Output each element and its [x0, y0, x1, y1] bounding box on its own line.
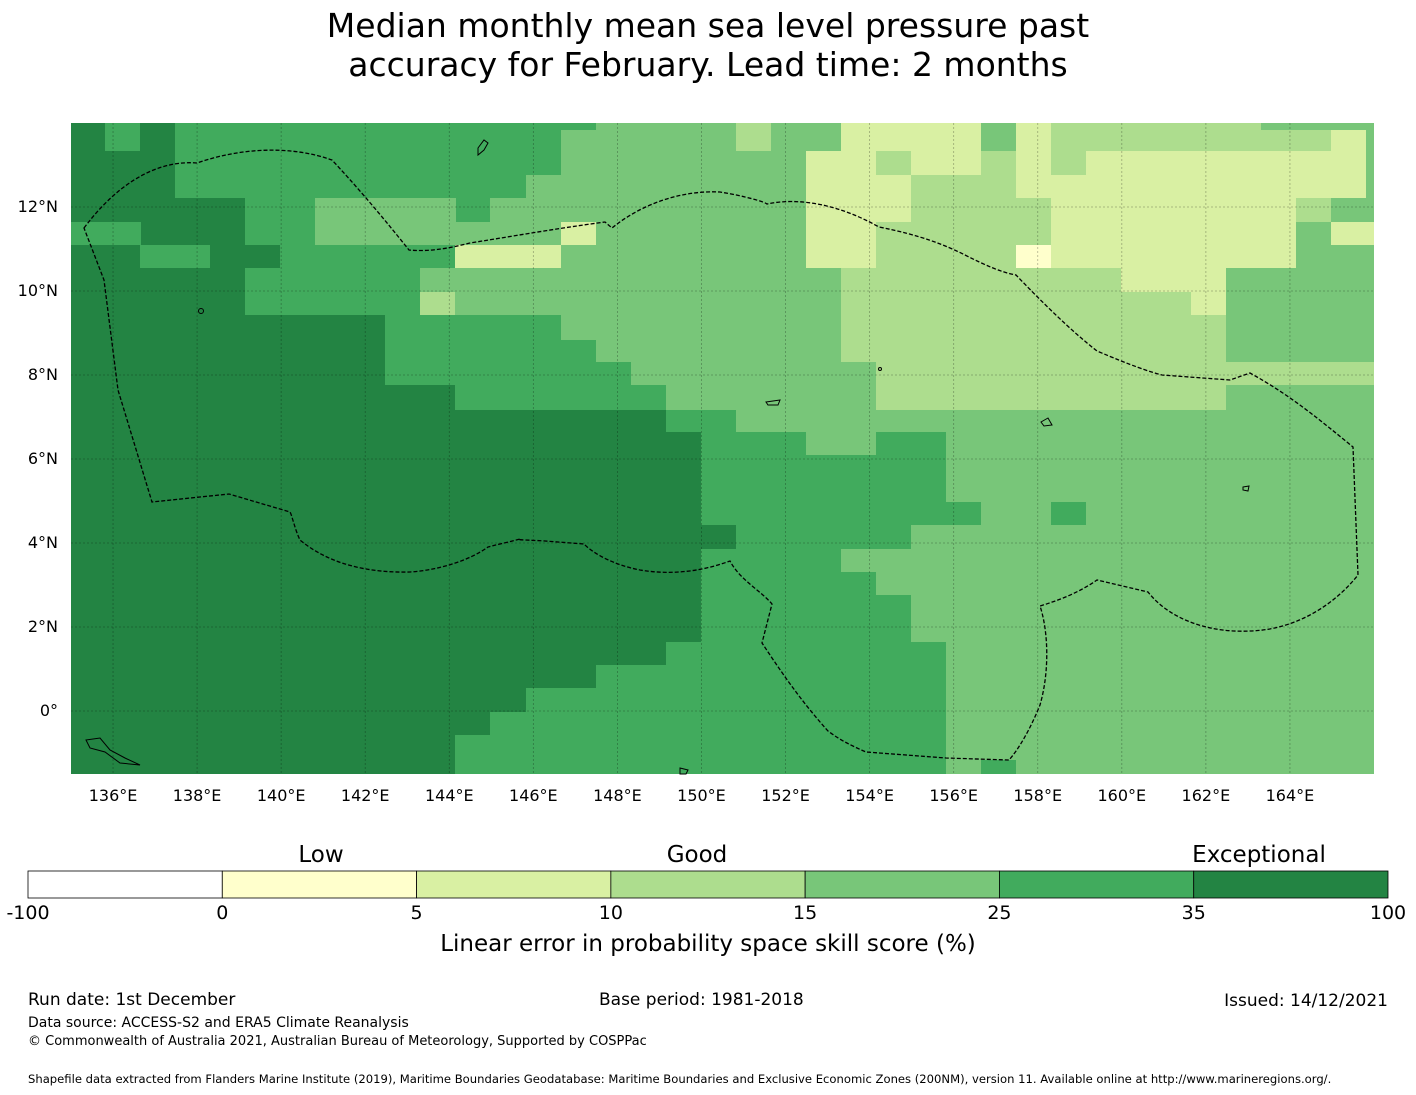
base-period: Base period: 1981-2018 [599, 990, 804, 1010]
colorbar-segment [221, 870, 417, 899]
eez-palau-yap [83, 149, 1359, 761]
island-kosrae [1242, 485, 1250, 492]
lat-label: 10°N [17, 281, 58, 300]
island-guam [477, 139, 489, 157]
colorbar-tick: 5 [410, 902, 423, 924]
island-png-north [85, 737, 141, 766]
colorbar-segment [416, 870, 612, 899]
eez-boundaries [83, 149, 1359, 761]
lat-label: 0° [39, 701, 58, 720]
shapefile-credit: Shapefile data extracted from Flanders M… [28, 1072, 1332, 1086]
lon-label: 144°E [424, 786, 474, 805]
colorbar-title: Linear error in probability space skill … [440, 931, 976, 957]
map-gridlines [71, 123, 1374, 774]
lat-label: 6°N [27, 449, 58, 468]
issued-date: Issued: 14/12/2021 [1224, 991, 1388, 1011]
region-exceptional [71, 123, 701, 774]
category-exceptional: Exceptional [1192, 842, 1326, 868]
lon-label: 160°E [1097, 786, 1147, 805]
title-line-2: accuracy for February. Lead time: 2 mont… [348, 45, 1068, 84]
islands [85, 139, 1250, 775]
colorbar-tick: 25 [987, 902, 1012, 924]
lon-label: 154°E [845, 786, 894, 805]
island-pohnpei [1040, 417, 1053, 427]
colorbar-tick: 15 [793, 902, 818, 924]
colorbar-segment [27, 870, 223, 899]
lon-label: 142°E [340, 786, 390, 805]
lon-label: 152°E [761, 786, 810, 805]
lon-label: 150°E [677, 786, 726, 805]
run-date: Run date: 1st December [28, 990, 236, 1010]
colorbar-segment [1193, 870, 1389, 899]
lon-label: 164°E [1265, 786, 1315, 805]
lon-label: 148°E [593, 786, 642, 805]
data-source: Data source: ACCESS-S2 and ERA5 Climate … [28, 1015, 409, 1031]
colorbar-tick: 0 [216, 902, 229, 924]
lon-label: 146°E [509, 786, 558, 805]
colorbar-segment [610, 870, 806, 899]
title-line-1: Median monthly mean sea level pressure p… [326, 6, 1090, 45]
lat-label: 4°N [27, 533, 58, 552]
island-chuuk [765, 399, 781, 406]
lat-label: 8°N [27, 365, 58, 384]
lon-label: 140°E [256, 786, 306, 805]
map-panel [71, 123, 1374, 775]
category-low: Low [298, 842, 344, 868]
colorbar-tick: -100 [6, 902, 50, 924]
lon-label: 138°E [172, 786, 222, 805]
colorbar-tick: 35 [1181, 902, 1206, 924]
colorbar-tick: 100 [1369, 902, 1407, 924]
colorbar-tick: 10 [598, 902, 623, 924]
chart-title: Median monthly mean sea level pressure p… [0, 6, 1416, 84]
copyright: © Commonwealth of Australia 2021, Austra… [28, 1034, 647, 1049]
lon-label: 156°E [929, 786, 978, 805]
lat-label: 12°N [17, 197, 58, 216]
colorbar-segment [804, 870, 1000, 899]
lon-label: 136°E [88, 786, 138, 805]
region-very-good [175, 123, 666, 410]
colorbar-segment [999, 870, 1195, 899]
lon-label: 158°E [1013, 786, 1063, 805]
lon-label: 162°E [1181, 786, 1231, 805]
lat-label: 2°N [27, 617, 58, 636]
category-good: Good [666, 842, 728, 868]
colorbar [27, 870, 1389, 899]
